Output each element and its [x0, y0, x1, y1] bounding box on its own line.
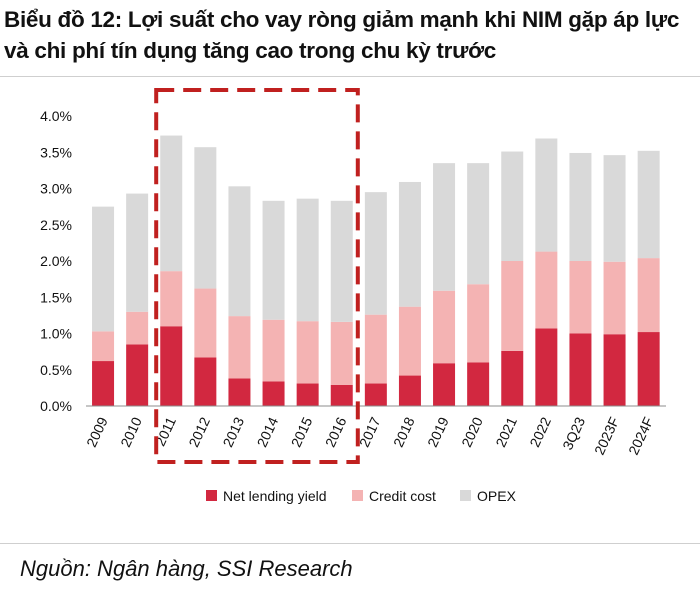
- x-tick-label: 2018: [390, 414, 418, 449]
- bar-segment-net-lending-yield: [603, 334, 626, 406]
- bar-segment-opex: [569, 152, 592, 261]
- chart-title: Biểu đồ 12: Lợi suất cho vay ròng giảm m…: [4, 4, 696, 66]
- x-axis-ticks: 2009 2010 2011 2012 2013 2014 2015 2016 2017 2018…: [83, 414, 656, 457]
- bar-segment-credit-cost: [262, 319, 285, 382]
- bar-segment-net-lending-yield: [296, 383, 319, 406]
- highlight-box: [154, 88, 360, 464]
- bar-segment-net-lending-yield: [92, 361, 115, 406]
- stacked-bar-chart: 0.0% 0.5% 1.0% 1.5% 2.0% 2.5% 3.0% 3.5% 4.0% 200…: [40, 88, 666, 504]
- y-tick-label: 1.0%: [40, 326, 72, 342]
- bar-segment-credit-cost: [433, 290, 456, 364]
- y-tick-label: 0.0%: [40, 398, 72, 414]
- chart-title-line-2: và chi phí tín dụng tăng cao trong chu k…: [4, 38, 496, 63]
- bar-segment-credit-cost: [569, 261, 592, 334]
- x-tick-label: 2016: [322, 414, 350, 449]
- bar-segment-opex: [364, 192, 387, 315]
- y-tick-label: 3.0%: [40, 181, 72, 197]
- bar-segment-net-lending-yield: [228, 378, 251, 406]
- x-tick-label: 2021: [492, 414, 520, 449]
- legend-swatch: [460, 490, 471, 501]
- y-tick-label: 4.0%: [40, 108, 72, 124]
- bar-segment-net-lending-yield: [330, 384, 353, 406]
- bar-segment-net-lending-yield: [535, 328, 558, 406]
- bar-segment-net-lending-yield: [398, 375, 421, 406]
- bar-segment-credit-cost: [160, 271, 183, 327]
- bar-segment-credit-cost: [535, 251, 558, 329]
- bar-segment-credit-cost: [228, 316, 251, 379]
- chart-title-line-1: Biểu đồ 12: Lợi suất cho vay ròng giảm m…: [4, 7, 680, 32]
- legend-swatch: [352, 490, 363, 501]
- bar-segment-opex: [603, 155, 626, 262]
- bar-segment-credit-cost: [92, 331, 115, 362]
- bar-segment-opex: [330, 200, 353, 322]
- bar-segment-opex: [160, 135, 183, 272]
- x-tick-label: 2009: [83, 414, 111, 449]
- bottom-divider: [0, 543, 700, 544]
- y-tick-label: 0.5%: [40, 362, 72, 378]
- bar-segment-credit-cost: [398, 306, 421, 376]
- bar-segment-net-lending-yield: [569, 333, 592, 406]
- top-divider: [0, 76, 700, 77]
- bar-segment-net-lending-yield: [262, 381, 285, 406]
- bar-segment-opex: [398, 181, 421, 307]
- y-tick-label: 1.5%: [40, 289, 72, 305]
- bar-segment-opex: [228, 186, 251, 317]
- bar-segment-opex: [433, 163, 456, 291]
- bar-segment-opex: [467, 163, 490, 285]
- bar-segment-credit-cost: [330, 321, 353, 385]
- bar-segment-net-lending-yield: [467, 362, 490, 406]
- x-tick-label: 2023F: [591, 415, 622, 458]
- y-tick-label: 3.5%: [40, 144, 72, 160]
- y-tick-label: 2.5%: [40, 217, 72, 233]
- bar-segment-opex: [535, 138, 558, 252]
- x-tick-label: 2015: [288, 414, 316, 449]
- legend: Net lending yield Credit cost OPEX: [206, 488, 517, 504]
- x-tick-label: 2013: [220, 414, 248, 449]
- bar-segment-net-lending-yield: [433, 363, 456, 406]
- bars: [92, 135, 660, 407]
- x-tick-label: 2014: [254, 414, 282, 449]
- x-tick-label: 2017: [356, 414, 384, 449]
- legend-swatch: [206, 490, 217, 501]
- x-tick-label: 2022: [526, 414, 554, 449]
- legend-label: Credit cost: [369, 488, 436, 504]
- bar-segment-credit-cost: [364, 314, 387, 384]
- x-tick-label: 2020: [458, 414, 486, 449]
- legend-label: Net lending yield: [223, 488, 327, 504]
- bar-segment-credit-cost: [194, 288, 217, 358]
- bar-segment-opex: [92, 206, 115, 332]
- x-tick-label: 3Q23: [559, 414, 588, 452]
- bar-segment-credit-cost: [467, 284, 490, 363]
- y-axis-ticks: 0.0% 0.5% 1.0% 1.5% 2.0% 2.5% 3.0% 3.5% 4.0%: [40, 108, 72, 414]
- bar-segment-net-lending-yield: [501, 350, 524, 406]
- bar-segment-net-lending-yield: [194, 357, 217, 406]
- bar-segment-opex: [501, 151, 524, 261]
- bar-segment-credit-cost: [501, 261, 524, 351]
- bar-segment-opex: [126, 193, 149, 312]
- x-tick-label: 2024F: [625, 415, 656, 458]
- x-tick-label: 2010: [117, 414, 145, 449]
- bar-segment-net-lending-yield: [364, 383, 387, 406]
- bar-segment-net-lending-yield: [160, 326, 183, 406]
- legend-label: OPEX: [477, 488, 517, 504]
- y-tick-label: 2.0%: [40, 253, 72, 269]
- x-tick-label: 2012: [185, 414, 213, 449]
- x-tick-label: 2019: [424, 414, 452, 449]
- bar-segment-opex: [194, 147, 217, 289]
- bar-segment-net-lending-yield: [126, 344, 149, 407]
- bar-segment-credit-cost: [126, 311, 149, 345]
- bar-segment-opex: [262, 200, 285, 320]
- bar-segment-credit-cost: [603, 261, 626, 335]
- bar-segment-credit-cost: [296, 321, 319, 384]
- source-note: Nguồn: Ngân hàng, SSI Research: [20, 556, 353, 581]
- bar-segment-credit-cost: [637, 258, 660, 333]
- bar-segment-net-lending-yield: [637, 332, 660, 406]
- bar-segment-opex: [637, 150, 660, 259]
- bar-segment-opex: [296, 198, 319, 322]
